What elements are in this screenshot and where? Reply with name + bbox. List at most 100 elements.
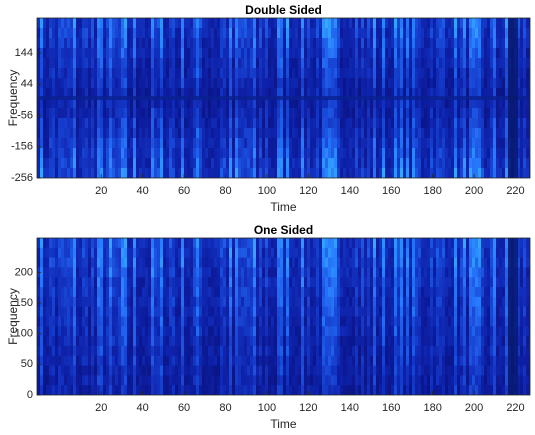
spectrogram-cell	[175, 48, 179, 59]
spectrogram-cell	[379, 108, 383, 119]
spectrogram-cell	[304, 158, 308, 169]
spectrogram-cell	[346, 336, 350, 347]
spectrogram-cell	[55, 148, 59, 159]
spectrogram-cell	[124, 296, 128, 308]
spectrogram-cell	[460, 128, 464, 139]
spectrogram-cell	[400, 18, 404, 29]
spectrogram-cell	[76, 158, 80, 169]
spectrogram-cell	[124, 267, 128, 278]
spectrogram-cell	[523, 138, 527, 149]
spectrogram-cell	[379, 28, 383, 39]
spectrogram-cell	[295, 48, 299, 59]
spectrogram-cell	[355, 68, 359, 79]
spectrogram-cell	[112, 385, 116, 395]
spectrogram-cell	[160, 375, 164, 386]
spectrogram-cell	[451, 78, 455, 89]
spectrogram-cell	[463, 365, 467, 376]
spectrogram-cell	[217, 296, 221, 308]
spectrogram-cell	[259, 365, 263, 376]
spectrogram-cell	[454, 128, 458, 139]
spectrogram-cell	[421, 78, 425, 89]
spectrogram-cell	[127, 345, 131, 357]
spectrogram-cell	[172, 365, 176, 376]
spectrogram-cell	[322, 138, 326, 149]
spectrogram-cell	[106, 118, 110, 129]
spectrogram-cell	[118, 98, 122, 109]
spectrogram-cell	[70, 148, 74, 159]
spectrogram-cell	[433, 257, 437, 268]
spectrogram-cell	[493, 38, 497, 49]
spectrogram-cell	[187, 148, 191, 159]
spectrogram-cell	[430, 326, 434, 337]
spectrogram-cell	[223, 138, 227, 149]
spectrogram-cell	[208, 138, 212, 149]
spectrogram-cell	[361, 296, 365, 308]
spectrogram-cell	[283, 48, 287, 59]
spectrogram-cell	[343, 316, 347, 327]
spectrogram-cell	[361, 385, 365, 395]
spectrogram-cell	[352, 306, 356, 317]
spectrogram-cell	[469, 168, 473, 178]
spectrogram-cell	[370, 247, 374, 259]
spectrogram-cell	[82, 168, 86, 178]
spectrogram-cell	[451, 296, 455, 308]
spectrogram-cell	[391, 375, 395, 386]
spectrogram-cell	[124, 98, 128, 109]
spectrogram-cell	[466, 238, 470, 249]
spectrogram-cell	[319, 88, 323, 99]
spectrogram-cell	[463, 326, 467, 337]
spectrogram-cell	[220, 48, 224, 59]
spectrogram-cell	[283, 118, 287, 129]
spectrogram-cell	[217, 247, 221, 259]
spectrogram-cell	[232, 247, 236, 259]
spectrogram-cell	[67, 28, 71, 39]
spectrogram-cell	[106, 267, 110, 278]
spectrogram-cell	[136, 98, 140, 109]
spectrogram-cell	[298, 88, 302, 99]
spectrogram-cell	[376, 88, 380, 99]
spectrogram-cell	[487, 48, 491, 59]
spectrogram-cell	[397, 375, 401, 386]
spectrogram-cell	[349, 108, 353, 119]
spectrogram-cell	[175, 168, 179, 178]
spectrogram-cell	[151, 98, 155, 109]
spectrogram-cell	[340, 38, 344, 49]
spectrogram-cell	[265, 148, 269, 159]
spectrogram-cell	[112, 336, 116, 347]
spectrogram-cell	[67, 316, 71, 327]
spectrogram-cell	[88, 38, 92, 49]
spectrogram-cell	[325, 277, 329, 288]
spectrogram-cell	[319, 238, 323, 249]
spectrogram-cell	[349, 68, 353, 79]
spectrogram-cell	[280, 365, 284, 376]
spectrogram-cell	[388, 385, 392, 395]
spectrogram-cell	[40, 287, 44, 298]
spectrogram-cell	[250, 355, 254, 367]
spectrogram-cell	[406, 336, 410, 347]
spectrogram-cell	[76, 267, 80, 278]
spectrogram-cell	[445, 355, 449, 367]
spectrogram-cell	[277, 247, 281, 259]
spectrogram-cell	[199, 88, 203, 99]
spectrogram-cell	[124, 58, 128, 69]
spectrogram-cell	[268, 306, 272, 317]
spectrogram-cell	[157, 247, 161, 259]
spectrogram-cell	[118, 277, 122, 288]
spectrogram-cell	[115, 326, 119, 337]
spectrogram-cell	[409, 98, 413, 109]
spectrogram-cell	[454, 168, 458, 178]
spectrogram-cell	[385, 238, 389, 249]
x-tick-label: 100	[258, 185, 276, 197]
spectrogram-cell	[454, 138, 458, 149]
spectrogram-cell	[310, 18, 314, 29]
spectrogram-cell	[43, 247, 47, 259]
spectrogram-cell	[355, 118, 359, 129]
spectrogram-cell	[283, 365, 287, 376]
spectrogram-cell	[163, 78, 167, 89]
spectrogram-cell	[316, 68, 320, 79]
spectrogram-cell	[202, 277, 206, 288]
spectrogram-cell	[427, 118, 431, 129]
spectrogram-cell	[403, 326, 407, 337]
spectrogram-cell	[325, 247, 329, 259]
spectrogram-cell	[523, 158, 527, 169]
